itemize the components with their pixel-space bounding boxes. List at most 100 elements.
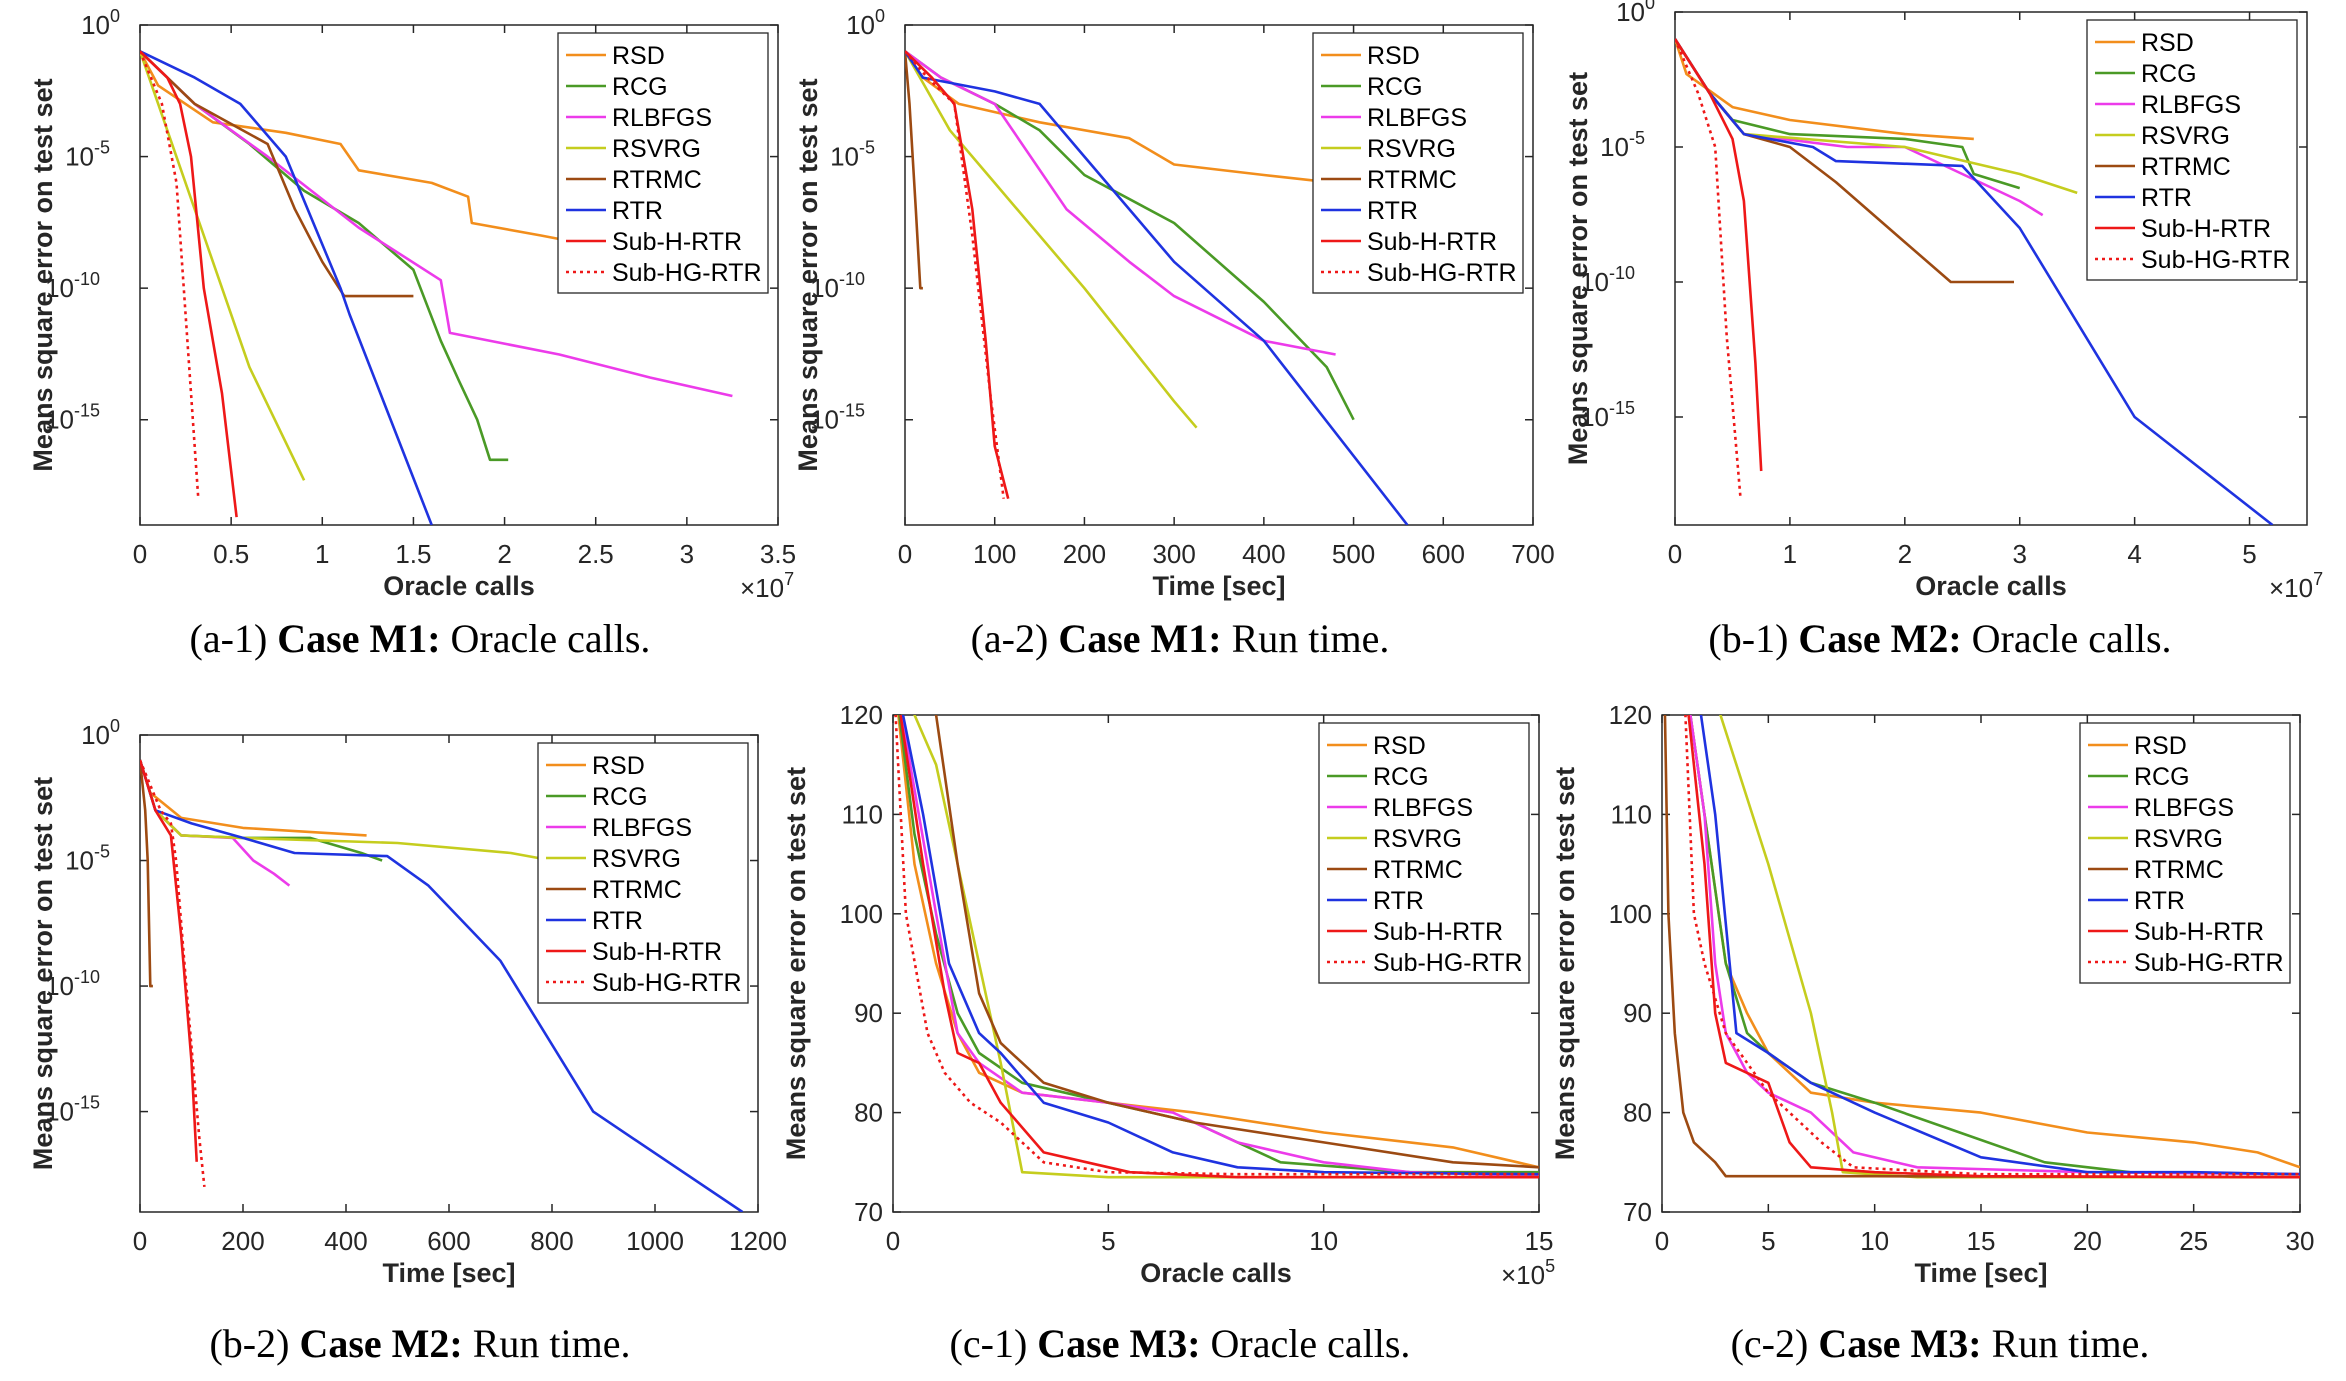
y-tick-label: 70 xyxy=(854,1197,883,1227)
x-tick-label: 5 xyxy=(1761,1226,1775,1256)
series-line-rsd xyxy=(140,759,367,837)
legend-label: RTR xyxy=(2134,887,2185,915)
legend-label: Sub-H-RTR xyxy=(2134,918,2264,946)
legend-label: RSVRG xyxy=(1373,825,1462,853)
y-tick-label: 10-5 xyxy=(65,138,110,172)
x-tick-label: 400 xyxy=(324,1226,367,1256)
legend-label: Sub-HG-RTR xyxy=(612,259,762,287)
series-line-sub-hg-rtr xyxy=(140,759,206,1188)
y-tick-label: 10-10 xyxy=(45,967,100,1001)
legend-label: Sub-H-RTR xyxy=(1367,228,1497,256)
y-axis-label: Means square error on test set xyxy=(793,78,823,471)
x-tick-label: 700 xyxy=(1511,539,1554,569)
caption-c1: (c-1) Case M3: Oracle calls. xyxy=(949,1321,1411,1366)
x-multiplier: ×107 xyxy=(2269,569,2323,603)
legend: RSD RCG RLBFGS RSVRG RTRMC RTR Sub-H-RTR Sub-HG… xyxy=(537,742,749,1004)
series-line-rtr xyxy=(901,715,1539,1176)
legend-label: RCG xyxy=(1373,763,1429,791)
x-axis-label: Oracle calls xyxy=(1140,1258,1292,1288)
legend-label: RSVRG xyxy=(1367,135,1456,163)
x-tick-label: 5 xyxy=(2242,539,2256,569)
series-line-rsvrg xyxy=(140,50,306,481)
legend-label: Sub-HG-RTR xyxy=(1367,259,1517,287)
y-tick-label: 10-15 xyxy=(45,1093,100,1127)
caption-a1: (a-1) Case M1: Oracle calls. xyxy=(189,616,651,661)
series-line-rtrmc xyxy=(1663,715,2300,1179)
x-tick-label: 0.5 xyxy=(213,539,249,569)
x-tick-label: 1200 xyxy=(729,1226,787,1256)
legend-label: RSD xyxy=(1373,732,1426,760)
legend-box xyxy=(1318,722,1530,984)
axes-box xyxy=(1674,11,2308,526)
legend: RSD RCG RLBFGS RSVRG RTRMC RTR Sub-H-RTR Sub-HG… xyxy=(2079,722,2291,984)
legend-label: RCG xyxy=(1367,73,1423,101)
series-line-rlbfgs xyxy=(1675,38,2044,217)
legend-label: RLBFGS xyxy=(1373,794,1473,822)
series-line-rtr xyxy=(140,50,433,525)
series-line-sub-h-rtr xyxy=(905,50,1010,500)
y-tick-label: 100 xyxy=(846,6,885,40)
series-line-rtrmc xyxy=(905,51,923,290)
x-tick-label: 200 xyxy=(1063,539,1106,569)
legend-label: RTR xyxy=(1373,887,1424,915)
legend-label: Sub-HG-RTR xyxy=(2141,246,2291,274)
legend-label: RSVRG xyxy=(2134,825,2223,853)
x-tick-label: 3 xyxy=(2012,539,2026,569)
legend-label: RLBFGS xyxy=(2134,794,2234,822)
y-tick-label: 10-15 xyxy=(1580,398,1635,432)
chart-panel-a1: 0 0.5 1 1.5 2 2.5 3 3.5 100 10-5 10-10 10-15 ×107 Ora… xyxy=(28,6,796,603)
series-line-rcg xyxy=(140,50,509,462)
legend-label: Sub-HG-RTR xyxy=(1373,949,1523,977)
y-tick-label: 110 xyxy=(842,799,883,829)
x-tick-label: 15 xyxy=(1967,1226,1996,1256)
legend-label: RLBFGS xyxy=(1367,104,1467,132)
x-tick-label: 5 xyxy=(1101,1226,1115,1256)
legend-label: RSVRG xyxy=(592,845,681,873)
x-tick-label: 500 xyxy=(1332,539,1375,569)
legend-box xyxy=(557,32,769,294)
legend-label: RTR xyxy=(2141,184,2192,212)
x-multiplier: ×107 xyxy=(740,569,794,603)
y-tick-label: 100 xyxy=(840,899,883,929)
legend-label: Sub-HG-RTR xyxy=(2134,949,2284,977)
y-tick-label: 120 xyxy=(1609,700,1652,730)
legend-label: RCG xyxy=(2141,60,2197,88)
series-line-rlbfgs xyxy=(900,715,1539,1178)
chart-panel-b1: 0 1 2 3 4 5 100 10-5 10-10 10-15 ×107 Oracle calls M… xyxy=(1563,0,2323,603)
x-tick-label: 2 xyxy=(497,539,511,569)
chart-panel-a2: 0 100 200 300 400 500 600 700 100 10-5 10-10 10-15 T… xyxy=(793,6,1555,601)
x-axis-label: Time [sec] xyxy=(1914,1258,2047,1288)
x-tick-label: 30 xyxy=(2286,1226,2315,1256)
axes-box xyxy=(904,24,1534,526)
y-tick-label: 10-5 xyxy=(1600,128,1645,162)
series-group xyxy=(1675,38,2274,525)
y-tick-label: 10-15 xyxy=(45,401,100,435)
chart-panel-b2: 0 200 400 600 800 1000 1200 100 10-5 10-10 10-15 Ti… xyxy=(28,716,787,1288)
x-tick-label: 600 xyxy=(427,1226,470,1256)
chart-panel-c1: 0 5 10 15 70 80 90 100 110 120 ×105 Oracle calls Mea… xyxy=(781,700,1555,1290)
x-tick-label: 10 xyxy=(1860,1226,1889,1256)
series-line-sub-h-rtr xyxy=(140,50,238,518)
x-tick-label: 10 xyxy=(1309,1226,1338,1256)
legend-label: RCG xyxy=(592,783,648,811)
x-tick-label: 1000 xyxy=(626,1226,684,1256)
y-axis-label: Means square error on test set xyxy=(781,767,811,1160)
x-tick-label: 400 xyxy=(1242,539,1285,569)
x-tick-label: 100 xyxy=(973,539,1016,569)
legend-label: RCG xyxy=(612,73,668,101)
x-tick-label: 3.5 xyxy=(760,539,796,569)
legend: RSD RCG RLBFGS RSVRG RTRMC RTR Sub-H-RTR Sub-HG… xyxy=(1312,32,1524,294)
x-tick-label: 4 xyxy=(2127,539,2141,569)
legend-label: RSD xyxy=(2134,732,2187,760)
legend-label: RSVRG xyxy=(612,135,701,163)
y-tick-label: 10-15 xyxy=(810,401,865,435)
x-axis-label: Time [sec] xyxy=(1152,571,1285,601)
legend-label: Sub-H-RTR xyxy=(2141,215,2271,243)
legend-label: Sub-H-RTR xyxy=(612,228,742,256)
legend-label: RSVRG xyxy=(2141,122,2230,150)
series-line-rlbfgs xyxy=(140,50,733,398)
legend-label: RSD xyxy=(1367,42,1420,70)
x-tick-label: 2 xyxy=(1898,539,1912,569)
y-tick-label: 100 xyxy=(81,716,120,750)
legend-label: RTRMC xyxy=(1373,856,1463,884)
